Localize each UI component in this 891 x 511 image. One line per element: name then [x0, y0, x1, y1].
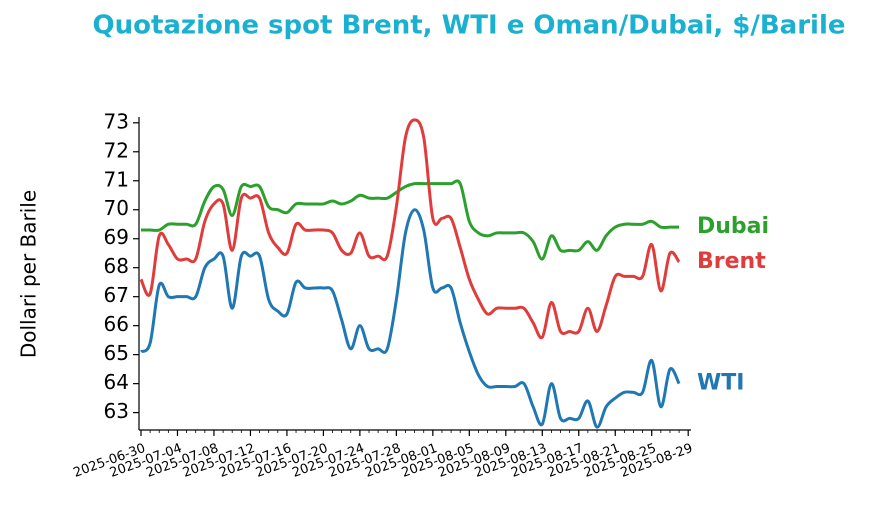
series-label: Brent [697, 249, 766, 274]
series-label: WTI [697, 371, 744, 396]
y-tick-label: 70 [104, 196, 129, 220]
y-tick-label: 67 [104, 283, 129, 307]
y-tick-label: 73 [104, 109, 129, 133]
series-line [141, 179, 680, 261]
y-tick-label: 64 [104, 370, 129, 394]
chart-title: Quotazione spot Brent, WTI e Oman/Dubai,… [92, 11, 845, 41]
y-axis-label: Dollari per Barile [17, 190, 41, 358]
y-tick-label: 68 [104, 254, 129, 278]
y-tick-label: 71 [104, 167, 129, 191]
series-label: Dubai [697, 214, 769, 239]
series-line [139, 118, 681, 340]
series-line [139, 208, 681, 429]
y-tick-label: 65 [104, 341, 129, 365]
y-tick-label: 63 [104, 399, 129, 423]
y-tick-label: 72 [104, 138, 129, 162]
y-tick-label: 69 [104, 225, 129, 249]
y-tick-label: 66 [104, 312, 129, 336]
